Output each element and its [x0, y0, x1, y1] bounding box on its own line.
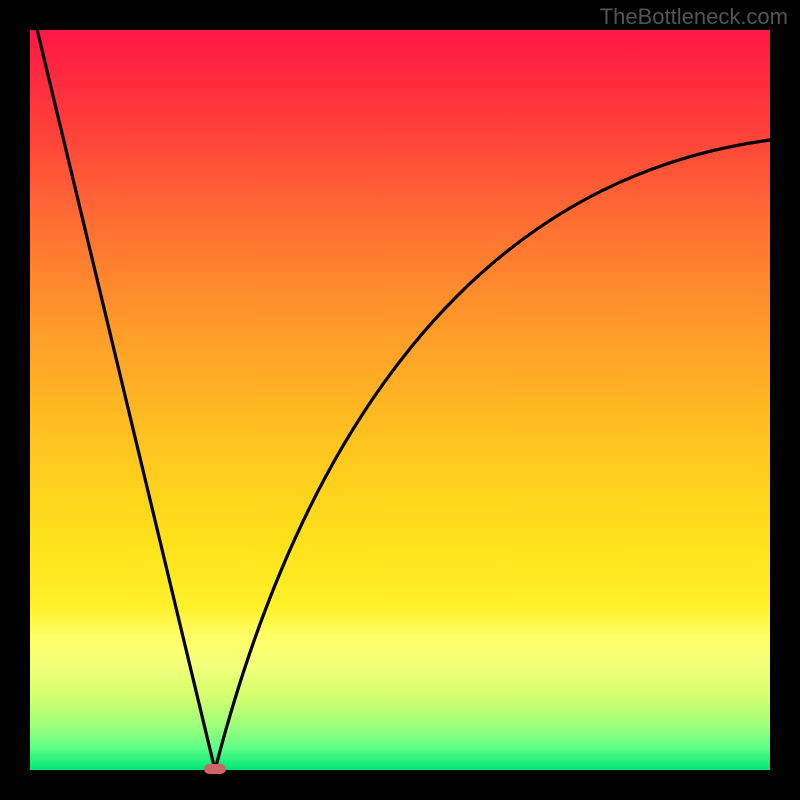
watermark-text: TheBottleneck.com	[600, 4, 788, 30]
plot-background	[30, 30, 770, 770]
chart-container: TheBottleneck.com	[0, 0, 800, 800]
valley-marker	[204, 764, 226, 774]
bottleneck-chart	[0, 0, 800, 800]
